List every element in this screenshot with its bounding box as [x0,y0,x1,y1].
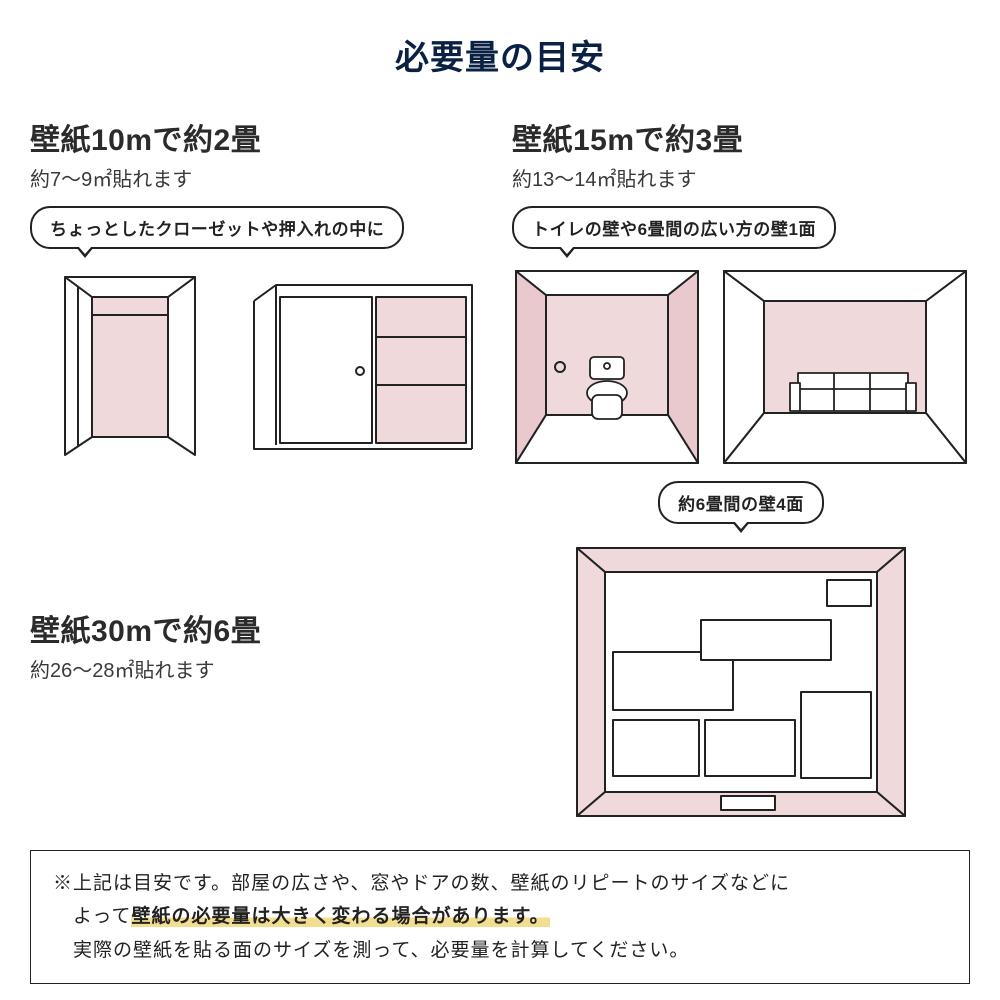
section-10m-bubble: ちょっとしたクローゼットや押入れの中に [30,206,404,249]
section-15m-sub: 約13～14㎡貼れます [512,163,970,192]
closet-open-icon [30,267,230,467]
section-30m: 壁紙30mで約6畳 約26～28㎡貼れます [30,481,486,822]
closet-sliding-icon [248,277,478,467]
section-10m-heading: 壁紙10mで約2畳 [30,115,486,159]
sections-grid: 壁紙10mで約2畳 約7～9㎡貼れます ちょっとしたクローゼットや押入れの中に [30,115,970,822]
section-15m-bubble: トイレの壁や6畳間の広い方の壁1面 [512,206,836,249]
section-30m-heading: 壁紙30mで約6畳 [30,606,486,650]
room-floorplan-icon [571,542,911,822]
note-line-2-highlight: 壁紙の必要量は大きく変わる場合があります。 [131,906,549,927]
page-title: 必要量の目安 [30,30,970,79]
toilet-room-icon [512,267,702,467]
section-10m-illus [30,267,486,467]
section-15m: 壁紙15mで約3畳 約13～14㎡貼れます トイレの壁や6畳間の広い方の壁1面 [512,115,970,467]
living-one-wall-icon [720,267,970,467]
section-15m-heading: 壁紙15mで約3畳 [512,115,970,159]
section-30m-sub: 約26～28㎡貼れます [30,654,486,683]
note-line-2: よって壁紙の必要量は大きく変わる場合があります。 [53,900,947,933]
section-10m: 壁紙10mで約2畳 約7～9㎡貼れます ちょっとしたクローゼットや押入れの中に [30,115,486,467]
note-line-3: 実際の壁紙を貼る面のサイズを測って、必要量を計算してください。 [53,934,947,967]
note-box: ※上記は目安です。部屋の広さや、窓やドアの数、壁紙のリピートのサイズなどに よっ… [30,850,970,984]
note-line-3-text: 実際の壁紙を貼る面のサイズを測って、必要量を計算してください。 [73,940,689,961]
note-line-1: ※上記は目安です。部屋の広さや、窓やドアの数、壁紙のリピートのサイズなどに [53,867,947,900]
section-10m-sub: 約7～9㎡貼れます [30,163,486,192]
section-30m-illus-cell: 約6畳間の壁4面 [512,481,970,822]
note-line-2-pre: よって [73,906,131,927]
section-15m-illus [512,267,970,467]
section-30m-bubble: 約6畳間の壁4面 [658,481,824,524]
